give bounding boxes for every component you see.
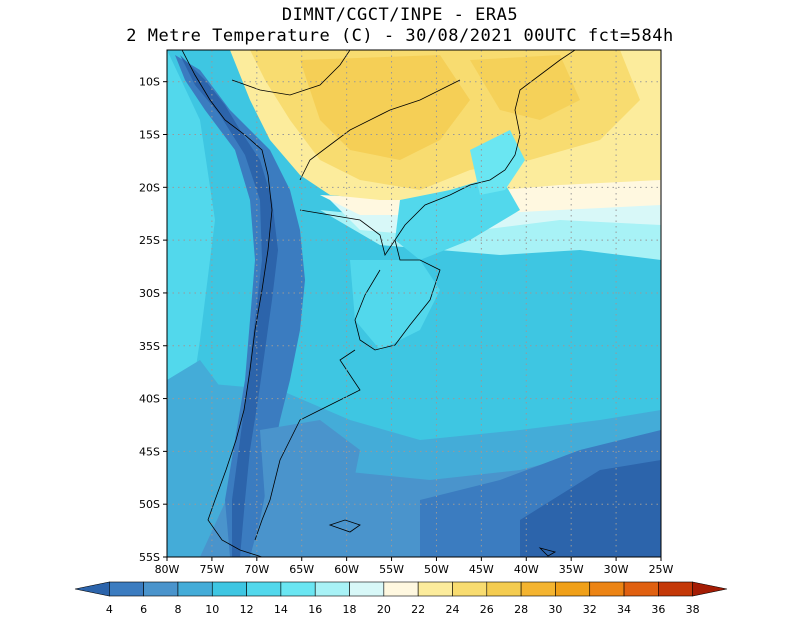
lon-tick-label: 70W: [244, 563, 269, 576]
lon-tick-label: 45W: [469, 563, 494, 576]
lat-tick-label: 25S: [139, 234, 160, 247]
title-line-1: DIMNT/CGCT/INPE - ERA5: [281, 5, 519, 25]
latitude-axis: 10S 15S 20S 25S 30S 35S 40S 45S 50S 55S: [139, 76, 167, 564]
lat-tick-label: 55S: [139, 551, 160, 564]
colorbar-swatch: [623, 581, 659, 597]
colorbar: 4 6 8 10 12 14 16 18 20 22 24 26 28 30 32 34 36 38: [74, 581, 728, 616]
lon-tick-label: 50W: [424, 563, 449, 576]
colorbar-swatch: [589, 581, 625, 597]
colorbar-swatch: [211, 581, 247, 597]
lat-tick-label: 10S: [139, 76, 160, 89]
lat-tick-label: 35S: [139, 340, 160, 353]
colorbar-label: 20: [377, 603, 391, 616]
lat-tick-label: 15S: [139, 129, 160, 142]
title-line-2: 2 Metre Temperature (C) - 30/08/2021 00U…: [126, 26, 674, 46]
colorbar-label: 30: [548, 603, 562, 616]
colorbar-swatch: [109, 581, 144, 597]
colorbar-label: 28: [514, 603, 528, 616]
lat-tick-label: 50S: [139, 498, 160, 511]
lon-tick-label: 80W: [155, 563, 180, 576]
lat-tick-label: 45S: [139, 445, 160, 458]
colorbar-swatch: [520, 581, 556, 597]
colorbar-label: 34: [617, 603, 631, 616]
colorbar-label: 18: [343, 603, 357, 616]
colorbar-swatch: [452, 581, 488, 597]
longitude-axis: 80W 75W 70W 65W 60W 55W 50W 45W 40W 35W 30W 25W: [155, 557, 674, 576]
colorbar-label: 16: [308, 603, 322, 616]
colorbar-label: 8: [174, 603, 181, 616]
lon-tick-label: 30W: [604, 563, 629, 576]
colorbar-label: 24: [445, 603, 459, 616]
colorbar-label: 32: [583, 603, 597, 616]
lon-tick-label: 55W: [379, 563, 404, 576]
lat-tick-label: 20S: [139, 181, 160, 194]
colorbar-label: 22: [411, 603, 425, 616]
colorbar-swatch: [314, 581, 350, 597]
lon-tick-label: 25W: [649, 563, 674, 576]
colorbar-label: 12: [240, 603, 254, 616]
lon-tick-label: 35W: [559, 563, 584, 576]
lat-tick-label: 40S: [139, 393, 160, 406]
colorbar-label: 6: [140, 603, 147, 616]
colorbar-swatch: [692, 581, 728, 597]
colorbar-swatch: [246, 581, 282, 597]
colorbar-label: 4: [106, 603, 113, 616]
colorbar-label: 26: [480, 603, 494, 616]
colorbar-swatch: [417, 581, 453, 597]
colorbar-label: 10: [205, 603, 219, 616]
lon-tick-label: 40W: [514, 563, 539, 576]
lon-tick-label: 65W: [289, 563, 314, 576]
lat-tick-label: 30S: [139, 287, 160, 300]
colorbar-swatch: [486, 581, 522, 597]
colorbar-swatch: [143, 581, 179, 597]
colorbar-swatch: [658, 581, 693, 597]
colorbar-swatch: [177, 581, 213, 597]
coastlines: [181, 50, 576, 557]
colorbar-swatch: [383, 581, 419, 597]
colorbar-label: 36: [651, 603, 665, 616]
colorbar-swatch: [555, 581, 591, 597]
colorbar-label: 38: [686, 603, 700, 616]
map-frame: [166, 49, 662, 558]
colorbar-swatch: [74, 581, 110, 597]
colorbar-swatch: [280, 581, 316, 597]
temperature-field: [167, 50, 661, 557]
colorbar-label: 14: [274, 603, 288, 616]
colorbar-swatch: [349, 581, 385, 597]
lon-tick-label: 60W: [334, 563, 359, 576]
lon-tick-label: 75W: [199, 563, 224, 576]
